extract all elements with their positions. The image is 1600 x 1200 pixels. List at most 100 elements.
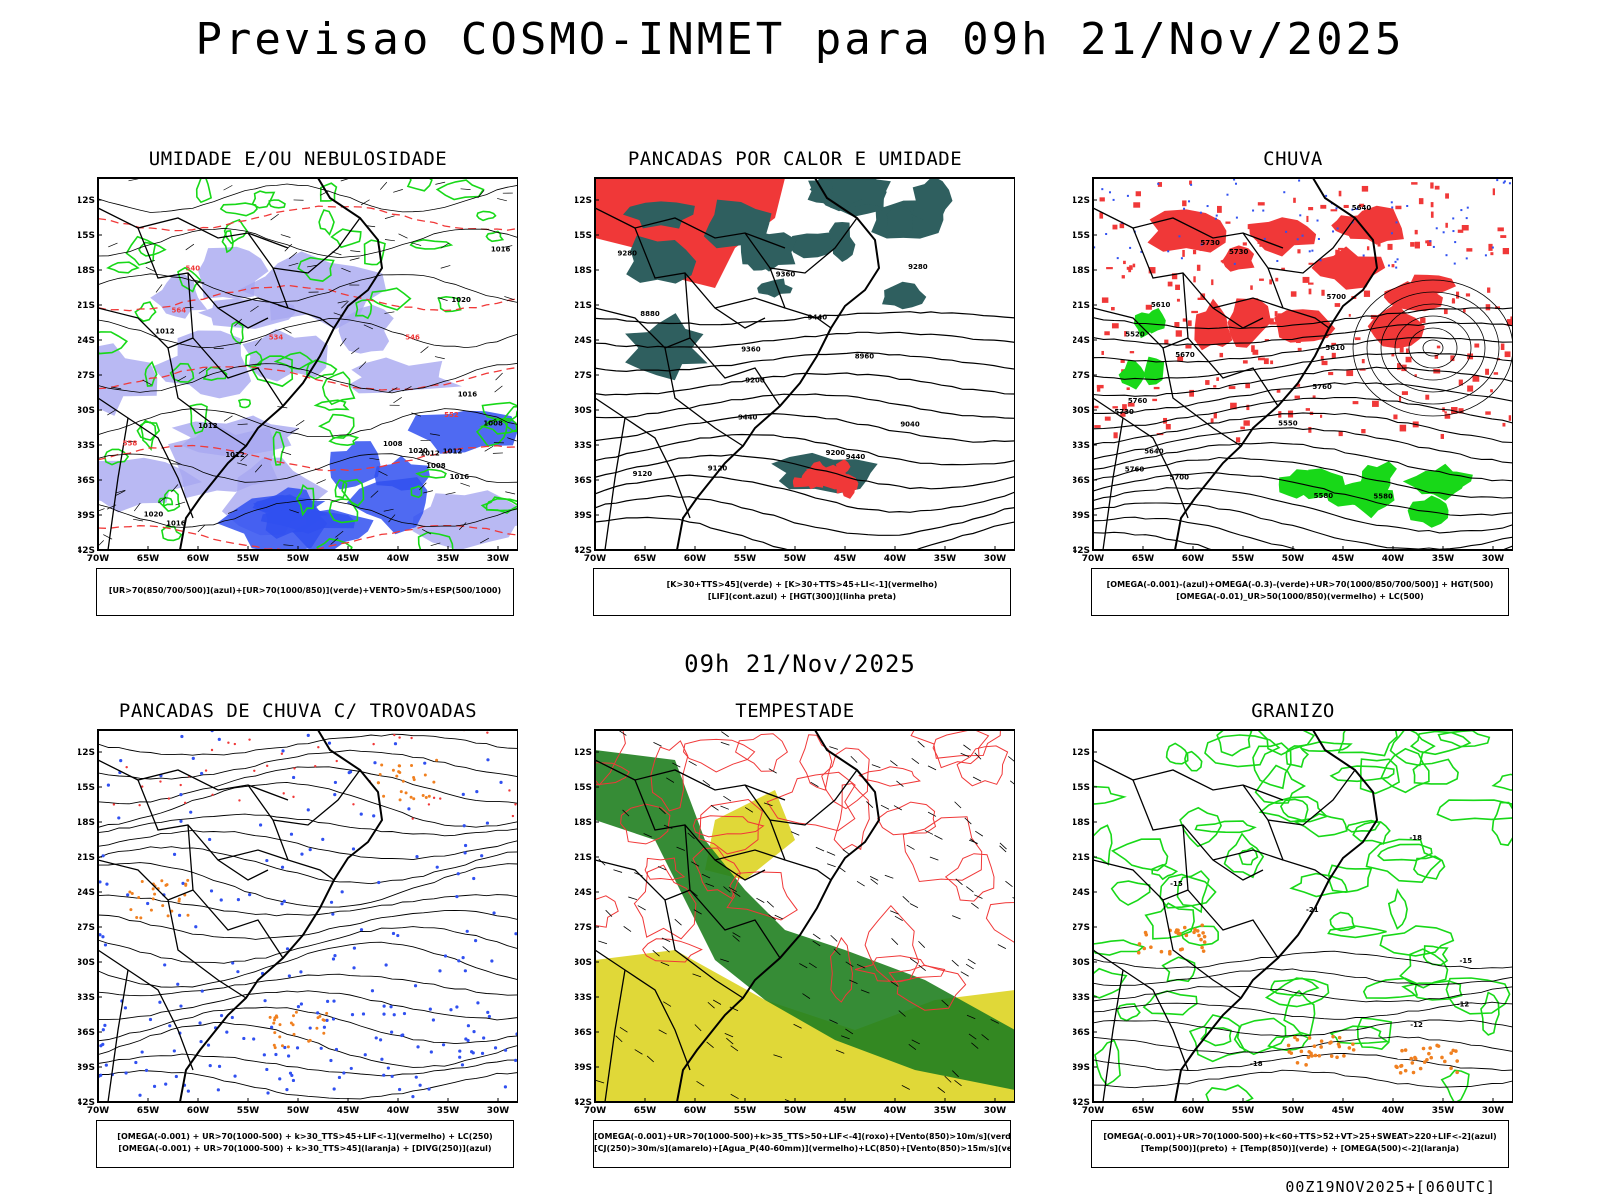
divergence-dot xyxy=(351,847,356,851)
divergence-dot xyxy=(231,961,235,965)
wind-vector xyxy=(802,993,811,999)
storm-dot xyxy=(432,796,436,800)
wind-vector xyxy=(756,897,765,903)
precipitable-water-contour xyxy=(644,857,686,881)
low-humidity-contour xyxy=(321,371,356,406)
omega-pixel xyxy=(1335,207,1338,210)
precipitable-water-contour xyxy=(682,738,756,773)
lon-tick-label: 35W xyxy=(1432,1106,1455,1116)
rain-pixel xyxy=(1502,247,1510,255)
divergence-dot xyxy=(352,946,357,950)
temp850-contour xyxy=(1194,820,1257,834)
omega-dot xyxy=(1421,1046,1426,1051)
height-contour xyxy=(1352,279,1513,417)
wind-vector xyxy=(103,534,113,540)
rain-pixel xyxy=(1348,313,1351,317)
panel-title: TEMPESTADE xyxy=(735,700,855,722)
contour-label: 5760 xyxy=(1125,466,1145,474)
divergence-dot xyxy=(463,851,467,855)
contour-label: 1016 xyxy=(166,520,186,528)
lat-tick-label: 27S xyxy=(78,923,95,933)
divergence-dot xyxy=(117,816,121,820)
omega-pixel xyxy=(1396,258,1399,261)
lat-tick-label: 18S xyxy=(1073,818,1090,828)
temp850-contour xyxy=(1180,925,1220,947)
divergence-dot xyxy=(278,1077,282,1081)
wind-vector xyxy=(623,926,632,932)
wind-vector xyxy=(676,846,686,851)
rain-pixel xyxy=(1430,202,1434,208)
omega-dot xyxy=(1395,1065,1399,1070)
omega-dot xyxy=(1192,930,1196,935)
rain-area xyxy=(1194,298,1233,351)
divergence-dot xyxy=(168,1024,172,1028)
rain-pixel xyxy=(1450,355,1455,362)
divergence-dot xyxy=(349,1066,353,1071)
lat-tick-label: 36S xyxy=(78,476,95,486)
panel-tempestade: TEMPESTADE 12S 15S 18S 21S 24S 27S 30S 33S 36S 39S… xyxy=(575,700,1015,1170)
convection-dot xyxy=(272,1043,276,1047)
state-border xyxy=(604,969,626,1102)
thunderstorm-area xyxy=(792,477,821,488)
divergence-dot xyxy=(393,742,398,746)
lat-tick-label: 42S xyxy=(1073,546,1090,556)
wind-vector xyxy=(363,324,374,330)
thunderstorm-area xyxy=(835,459,851,474)
low-humidity-contour xyxy=(476,418,509,448)
storm-dot xyxy=(125,765,128,769)
wind-vector xyxy=(360,199,370,206)
humidity-area xyxy=(98,457,203,513)
temp850-contour xyxy=(1205,1084,1254,1102)
omega-dot xyxy=(1429,1055,1434,1060)
convection-dot xyxy=(410,764,414,768)
rain-pixel xyxy=(1461,224,1469,231)
legend-line: [LIF](cont.azul) + [HGT(300)](linha pret… xyxy=(707,592,897,601)
divergence-dot xyxy=(164,1082,168,1086)
wind-vector xyxy=(502,245,513,248)
contour-label: 9200 xyxy=(745,376,765,384)
wind-vector xyxy=(799,963,808,969)
contour-label: 1016 xyxy=(450,473,470,481)
lat-tick-label: 24S xyxy=(1073,336,1090,346)
divergence-dot xyxy=(263,999,267,1003)
height-contour xyxy=(1093,321,1513,346)
temp850-contour xyxy=(1283,989,1316,1037)
rain-pixel xyxy=(1148,267,1156,274)
contour-label: 9040 xyxy=(900,421,920,429)
streamline xyxy=(98,749,518,780)
rain-pixel xyxy=(1425,394,1430,400)
lon-tick-label: 35W xyxy=(437,1106,460,1116)
rain-pixel xyxy=(1391,264,1395,268)
storm-dot xyxy=(293,767,296,770)
divergence-dot xyxy=(179,819,183,823)
wind-vector xyxy=(316,479,326,484)
height-contour xyxy=(1093,502,1513,550)
convection-dot xyxy=(280,1044,284,1048)
omega-dot xyxy=(1137,942,1142,946)
rain-pixel xyxy=(1457,229,1464,233)
omega-pixel xyxy=(1503,180,1506,183)
wind-vector xyxy=(856,880,865,887)
convection-dot xyxy=(129,908,133,912)
wind-vector xyxy=(710,804,719,811)
omega-pixel xyxy=(1178,235,1181,238)
legend-box: [OMEGA(-0.001)-(azul)+OMEGA(-0.3)-(verde… xyxy=(1091,568,1509,616)
lon-tick-label: 65W xyxy=(1132,1106,1155,1116)
state-border xyxy=(684,272,781,407)
humid-area xyxy=(1144,356,1165,386)
divergence-dot xyxy=(236,898,241,902)
contour-label: 5640 xyxy=(1144,448,1164,456)
divergence-dot xyxy=(291,1078,296,1083)
divergence-dot xyxy=(209,889,214,893)
wind-vector xyxy=(423,490,433,494)
low-humidity-contour xyxy=(272,431,285,466)
divergence-dot xyxy=(280,865,285,869)
lat-tick-label: 12S xyxy=(78,748,95,758)
humidity-area xyxy=(98,343,158,416)
omega-dot xyxy=(1136,950,1141,955)
wind-vector xyxy=(902,895,910,903)
lon-tick-label: 55W xyxy=(237,1106,260,1116)
state-border xyxy=(1267,267,1330,329)
lat-tick-label: 36S xyxy=(1073,1028,1090,1038)
wind-vector xyxy=(198,367,208,374)
